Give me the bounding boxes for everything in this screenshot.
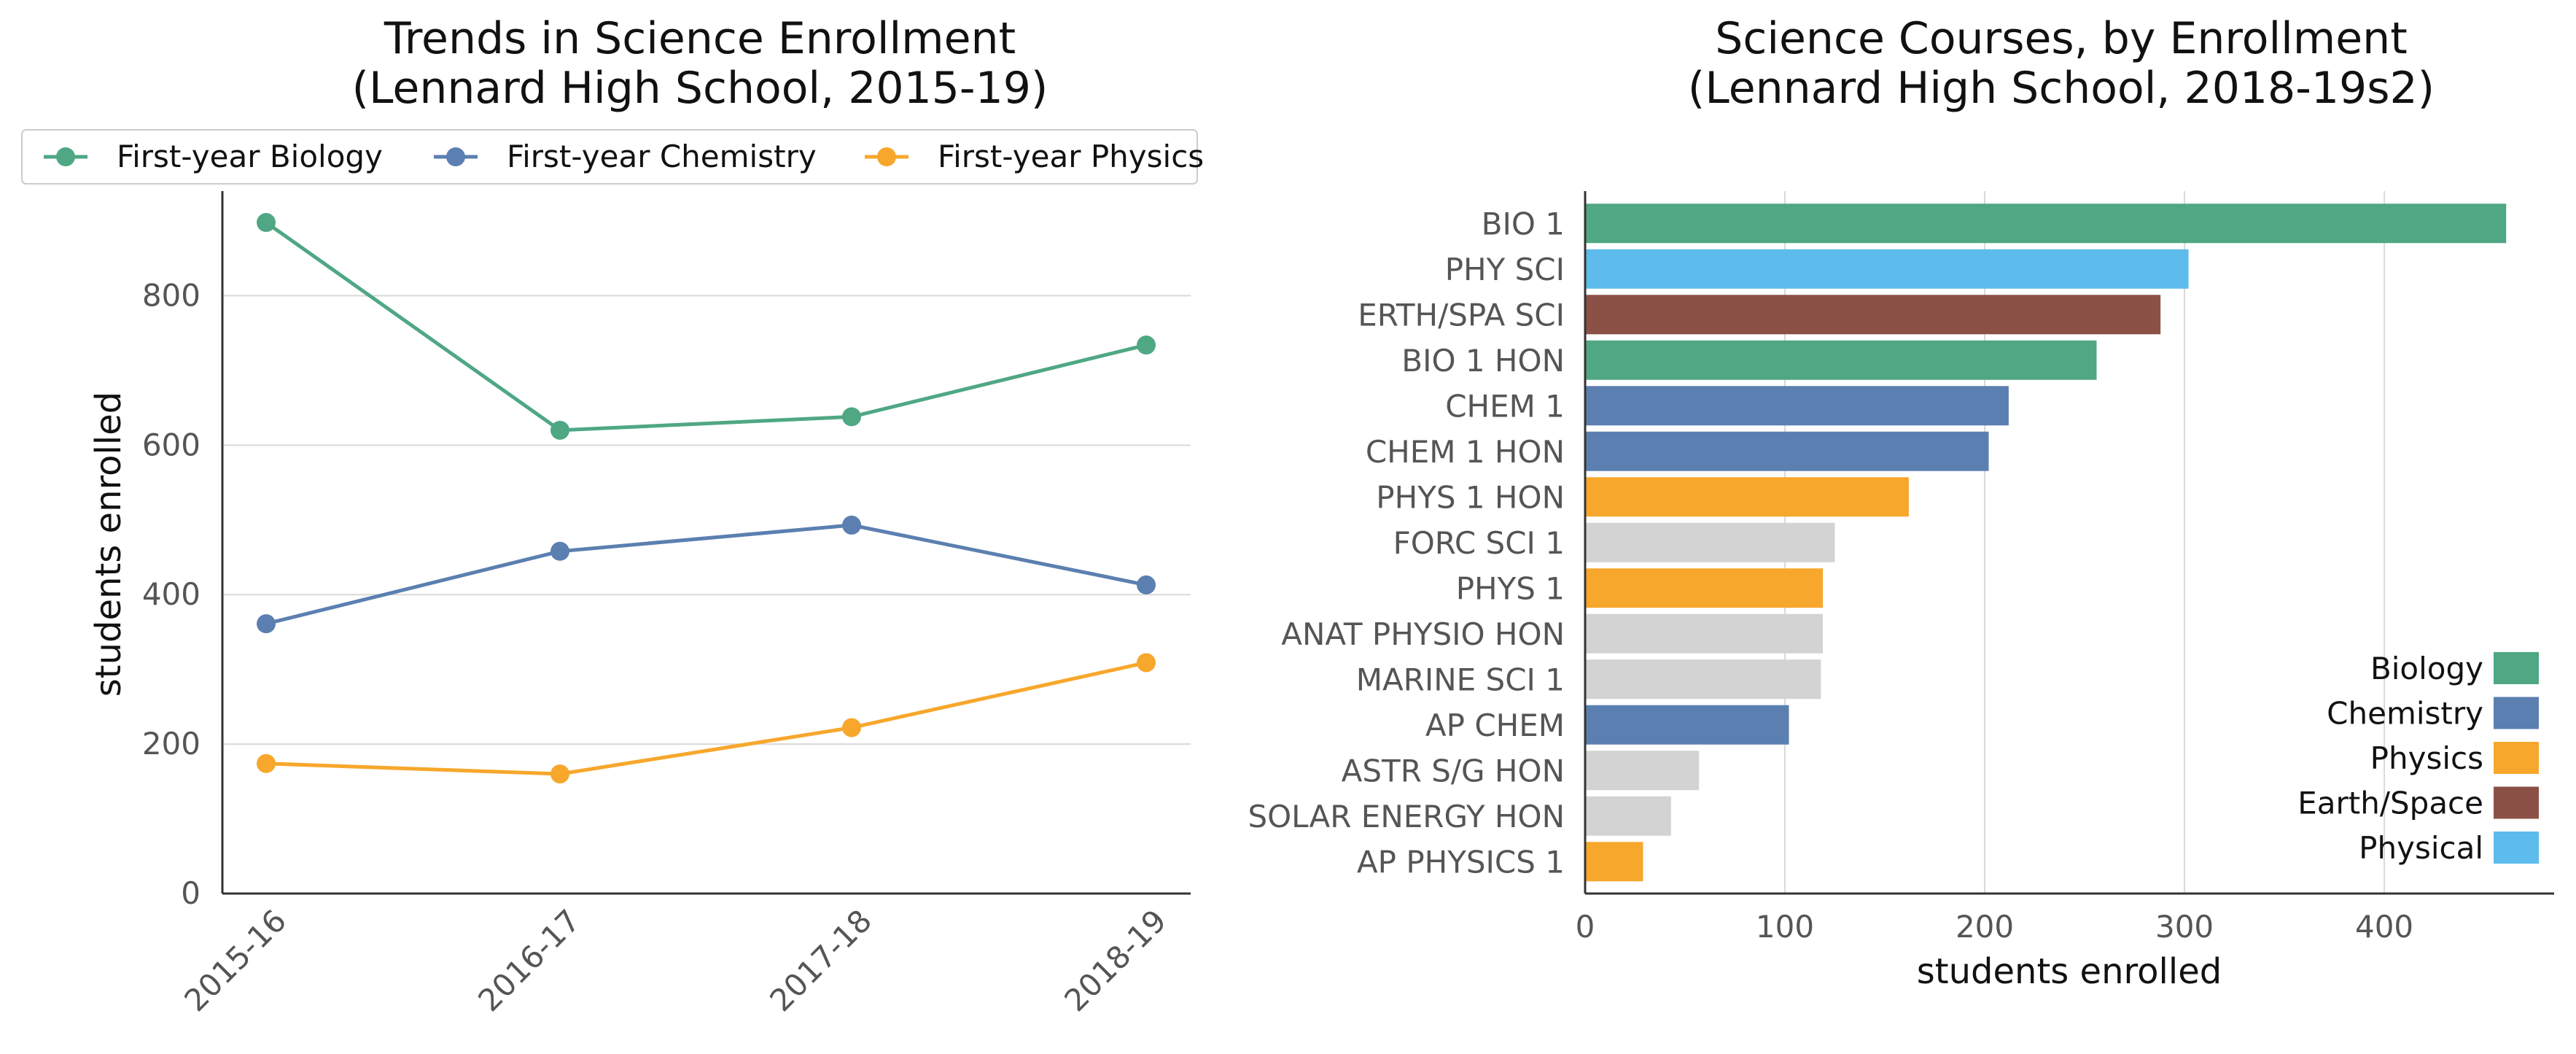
point-first-year-physics-2017-18 (842, 718, 861, 737)
legend-marker-first-year-physics (877, 147, 896, 166)
line-chart-gridlines (222, 295, 1191, 745)
bar-chart-category-labels: BIO 1 PHY SCI ERTH/SPA SCI BIO 1 HON CHEM 1 C… (1248, 206, 1565, 880)
legend-swatch-biology (2494, 652, 2539, 684)
point-first-year-chemistry-2016-17 (550, 541, 569, 561)
bar-label-bio-1: BIO 1 (1482, 206, 1565, 241)
bar-astr-s-g-hon (1585, 751, 1700, 791)
line-x-tick-2018-19: 2018-19 (1057, 902, 1173, 1018)
bar-label-bio-1-hon: BIO 1 HON (1401, 343, 1565, 379)
bar-chart-title-line1: Science Courses, by Enrollment (1715, 13, 2407, 64)
bar-anat-physio-hon (1585, 613, 1824, 654)
legend-label-biology: Biology (2370, 651, 2483, 686)
bar-label-phys-1: PHYS 1 (1456, 570, 1565, 606)
point-first-year-physics-2018-19 (1137, 653, 1156, 673)
line-x-tick-2017-18: 2017-18 (763, 902, 879, 1018)
bar-label-anat-physio-hon: ANAT PHYSIO HON (1281, 616, 1565, 652)
bar-ap-physics-1 (1585, 842, 1643, 882)
line-chart-x-ticks: 2015-16 2016-17 2017-18 2018-19 (177, 902, 1173, 1018)
legend-label-chemistry: Chemistry (2327, 696, 2483, 732)
line-chart-legend: First-year Biology First-year Chemistry Fi… (21, 129, 1204, 185)
legend-label-first-year-physics: First-year Physics (938, 139, 1204, 174)
bar-label-erth-spa-sci: ERTH/SPA SCI (1358, 297, 1565, 333)
legend-label-first-year-biology: First-year Biology (117, 139, 383, 174)
point-first-year-biology-2018-19 (1137, 336, 1156, 355)
bar-label-solar-energy-hon: SOLAR ENERGY HON (1248, 799, 1565, 834)
legend-swatch-chemistry (2494, 697, 2539, 729)
series-line-first-year-physics (265, 660, 1147, 776)
line-y-tick-200: 200 (142, 726, 201, 762)
bar-label-phy-sci: PHY SCI (1445, 252, 1565, 287)
bar-forc-sci-1 (1585, 522, 1835, 562)
line-chart-y-axis-label: students enrolled (88, 392, 129, 697)
bar-erth-spa-sci (1585, 295, 2161, 335)
point-first-year-physics-2016-17 (550, 764, 569, 784)
bar-chart-bars (1585, 204, 2507, 882)
line-chart-title-line1: Trends in Science Enrollment (384, 13, 1016, 64)
line-y-tick-600: 600 (142, 427, 201, 462)
bar-ap-chem (1585, 705, 1789, 745)
series-line-first-year-biology (265, 220, 1147, 433)
point-first-year-biology-2015-16 (257, 213, 276, 233)
legend-label-earth-space: Earth/Space (2297, 786, 2483, 821)
bar-bio-1 (1585, 204, 2507, 244)
bar-chart-title-line2: (Lennard High School, 2018-19s2) (1688, 63, 2435, 114)
bar-phy-sci (1585, 249, 2189, 289)
legend-label-physical: Physical (2359, 830, 2483, 866)
line-chart-title-line2: (Lennard High School, 2015-19) (352, 63, 1048, 114)
line-x-tick-2015-16: 2015-16 (177, 902, 293, 1018)
line-x-tick-2016-17: 2016-17 (471, 902, 587, 1018)
bar-chart-x-axis-label: students enrolled (1917, 951, 2222, 992)
bar-bio-1-hon (1585, 340, 2097, 380)
bar-x-tick-100: 100 (1756, 909, 1814, 945)
bar-x-tick-400: 400 (2355, 909, 2413, 945)
bar-chem-1-hon (1585, 431, 1989, 471)
line-chart: Trends in Science Enrollment (Lennard Hi… (21, 13, 1204, 1018)
series-line-first-year-chemistry (265, 523, 1147, 626)
bar-label-phys-1-hon: PHYS 1 HON (1376, 479, 1565, 515)
bar-marine-sci-1 (1585, 659, 1821, 700)
bar-label-ap-chem: AP CHEM (1425, 708, 1565, 743)
legend-label-physics: Physics (2370, 740, 2483, 776)
bar-chart-legend: Biology Chemistry Physics Earth/Space Physic… (2297, 651, 2539, 866)
bar-solar-energy-hon (1585, 796, 1671, 836)
bar-label-chem-1: CHEM 1 (1445, 388, 1565, 424)
bar-label-chem-1-hon: CHEM 1 HON (1366, 434, 1565, 470)
bar-phys-1 (1585, 568, 1824, 608)
legend-marker-first-year-chemistry (446, 147, 465, 166)
line-y-tick-0: 0 (181, 875, 201, 911)
point-first-year-chemistry-2017-18 (842, 515, 861, 535)
legend-marker-first-year-biology (56, 147, 75, 166)
point-first-year-chemistry-2015-16 (257, 614, 276, 634)
point-first-year-chemistry-2018-19 (1137, 575, 1156, 594)
bar-chem-1 (1585, 386, 2009, 426)
bar-chart: Science Courses, by Enrollment (Lennard … (1248, 13, 2554, 992)
bar-phys-1-hon (1585, 477, 1909, 517)
bar-x-tick-200: 200 (1956, 909, 2014, 945)
legend-swatch-physical (2494, 832, 2539, 864)
bar-x-tick-0: 0 (1576, 909, 1595, 945)
bar-label-astr-s-g-hon: ASTR S/G HON (1342, 753, 1565, 788)
line-y-tick-800: 800 (142, 277, 201, 313)
bar-label-forc-sci-1: FORC SCI 1 (1393, 525, 1565, 561)
line-chart-y-ticks: 0 200 400 600 800 (142, 277, 201, 911)
bar-x-tick-300: 300 (2155, 909, 2214, 945)
line-legend-box (21, 129, 1198, 185)
bar-chart-x-ticks: 0 100 200 300 400 (1576, 909, 2414, 945)
point-first-year-physics-2015-16 (257, 753, 276, 773)
line-y-tick-400: 400 (142, 576, 201, 612)
line-chart-series (257, 213, 1156, 784)
legend-label-first-year-chemistry: First-year Chemistry (507, 139, 817, 174)
point-first-year-biology-2017-18 (842, 407, 861, 427)
bar-label-marine-sci-1: MARINE SCI 1 (1356, 662, 1565, 697)
legend-swatch-earth-space (2494, 786, 2539, 819)
bar-label-ap-physics-1: AP PHYSICS 1 (1357, 844, 1565, 880)
point-first-year-biology-2016-17 (550, 420, 569, 440)
legend-swatch-physics (2494, 742, 2539, 774)
